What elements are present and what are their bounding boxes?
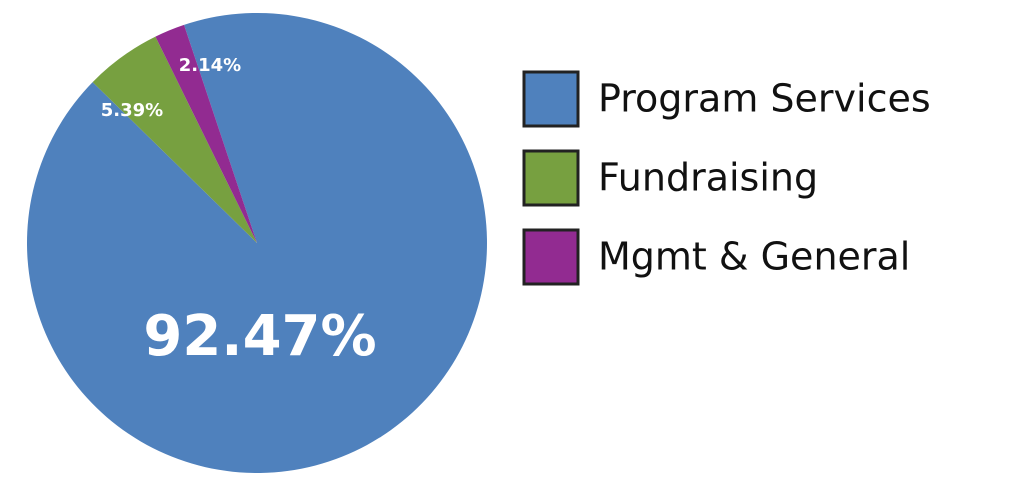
legend-label: Program Services — [598, 77, 931, 121]
pie-slice — [27, 13, 488, 474]
pie-slice — [92, 36, 257, 243]
slice-label: 5.39% — [101, 100, 163, 121]
legend-label: Fundraising — [598, 156, 818, 200]
legend-label: Mgmt & General — [598, 235, 910, 279]
legend-swatch — [522, 228, 580, 286]
slice-label: 92.47% — [143, 304, 376, 369]
slice-label: 2.14% — [179, 55, 241, 76]
legend-swatch — [522, 70, 580, 128]
legend-swatch — [522, 149, 580, 207]
pie-slice — [155, 24, 257, 243]
